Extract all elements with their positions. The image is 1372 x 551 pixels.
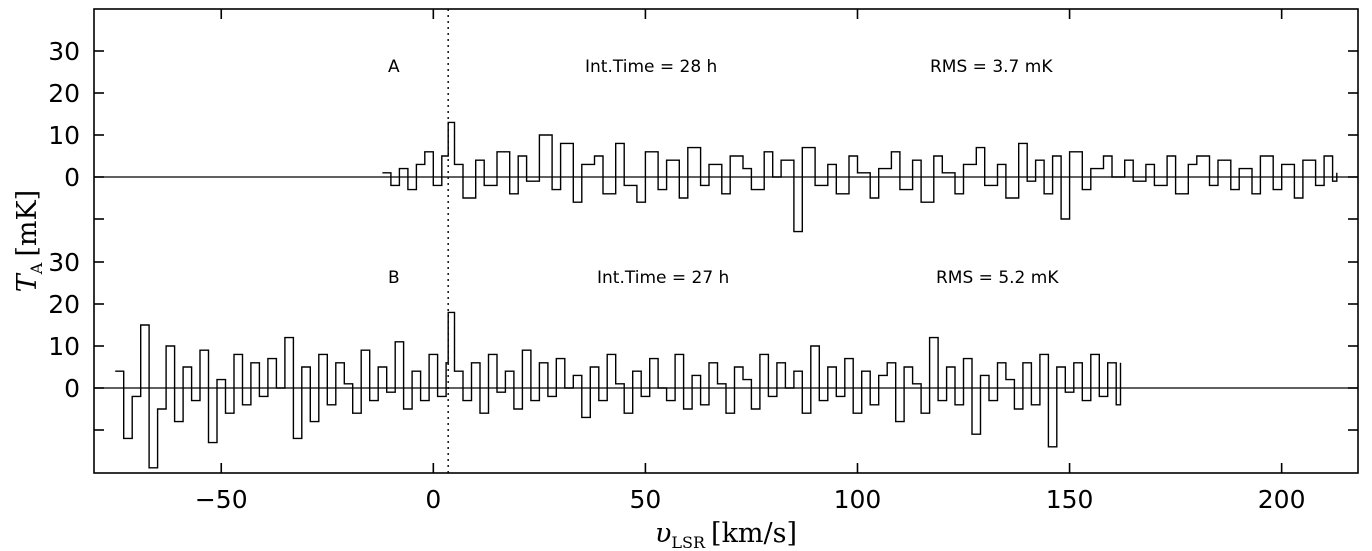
x-axis: −50 0 50 100 150 200 xyxy=(195,9,1306,514)
y-tick-label: 0 xyxy=(64,163,80,192)
x-tick-label: −50 xyxy=(195,485,248,514)
x-tick-label: 50 xyxy=(630,485,662,514)
y-tick-label: 20 xyxy=(48,79,80,108)
y-tick-label: 0 xyxy=(64,374,80,403)
panel-b: B Int.Time = 27 h RMS = 5.2 mK xyxy=(388,268,1059,288)
panel-a: A Int.Time = 28 h RMS = 3.7 mK xyxy=(388,57,1053,77)
y-axis: 0 10 20 30 0 10 20 30 xyxy=(48,37,1358,431)
panel-b-rms: RMS = 5.2 mK xyxy=(936,268,1059,288)
y-axis-title: TA[mK] xyxy=(12,190,46,292)
panel-b-int-time: Int.Time = 27 h xyxy=(597,268,729,288)
x-tick-label: 200 xyxy=(1258,485,1306,514)
y-tick-label: 10 xyxy=(48,121,80,150)
spectrum-line-b xyxy=(115,311,1122,469)
panel-b-label: B xyxy=(388,268,400,288)
y-tick-label: 30 xyxy=(48,37,80,66)
y-tick-label: 30 xyxy=(48,248,80,277)
x-tick-label: 100 xyxy=(834,485,882,514)
panel-a-label: A xyxy=(388,57,400,77)
x-axis-title: υLSR [km/s] xyxy=(655,518,797,551)
plot-frame xyxy=(93,8,1359,474)
panel-a-rms: RMS = 3.7 mK xyxy=(930,57,1053,77)
y-tick-label: 10 xyxy=(48,332,80,361)
panel-a-int-time: Int.Time = 28 h xyxy=(585,57,717,77)
spectrum-traces xyxy=(94,9,1358,473)
spectrum-line-a xyxy=(382,121,1338,233)
x-tick-label: 150 xyxy=(1046,485,1094,514)
x-tick-label: 0 xyxy=(425,485,441,514)
y-tick-label: 20 xyxy=(48,290,80,319)
